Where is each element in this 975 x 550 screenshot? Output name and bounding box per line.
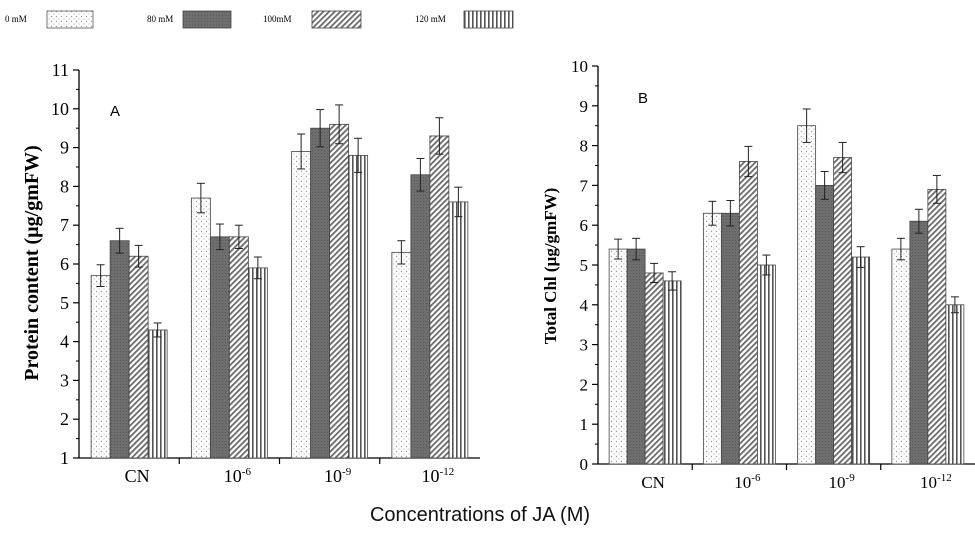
y-axis-label-b: Total Chl (µg/gmFW) xyxy=(541,188,560,345)
legend: 0 mM 80 mM 100mM 120 mM xyxy=(5,10,514,29)
y-tick-label: 3 xyxy=(580,336,589,355)
legend-label-80mm: 80 mM xyxy=(147,14,173,24)
bar xyxy=(391,251,412,459)
y-tick-label: 6 xyxy=(60,254,69,274)
y-tick-label: 6 xyxy=(580,216,589,235)
x-tick-label: 10-12 xyxy=(920,472,952,492)
legend-item-0mm: 0 mM xyxy=(5,10,94,29)
bar xyxy=(702,212,722,465)
bar xyxy=(851,256,871,465)
y-tick-label: 5 xyxy=(60,293,69,313)
x-tick-label: 10-12 xyxy=(422,466,455,486)
legend-swatch-dots xyxy=(46,10,94,29)
legend-label-0mm: 0 mM xyxy=(5,14,27,24)
bar xyxy=(448,201,469,459)
legend-swatch-dark xyxy=(182,10,232,29)
y-tick-label: 11 xyxy=(52,60,69,80)
y-tick-label: 10 xyxy=(571,57,588,76)
bar xyxy=(815,184,835,465)
bar xyxy=(738,161,758,465)
x-tick-label: 10-9 xyxy=(324,466,352,486)
y-tick-label: 9 xyxy=(580,97,589,116)
bar xyxy=(662,280,682,465)
y-tick-label: 7 xyxy=(60,215,69,235)
bar xyxy=(209,236,230,459)
bar xyxy=(945,304,965,465)
y-tick-label: 9 xyxy=(60,138,69,158)
legend-swatch-vert xyxy=(463,10,514,29)
y-tick-label: 4 xyxy=(60,332,69,352)
bar xyxy=(190,197,211,459)
bar xyxy=(626,248,646,465)
legend-swatch-diag xyxy=(311,10,362,29)
bar xyxy=(608,248,628,465)
bar xyxy=(720,212,740,465)
bar xyxy=(410,174,431,459)
bar xyxy=(291,151,312,459)
y-tick-label: 1 xyxy=(580,415,589,434)
legend-item-100mm: 100mM xyxy=(263,10,362,29)
x-tick-label: CN xyxy=(125,466,150,486)
y-tick-label: 4 xyxy=(580,296,589,315)
y-tick-label: 8 xyxy=(580,137,589,156)
y-tick-label: 1 xyxy=(60,448,69,468)
x-tick-label: CN xyxy=(641,473,665,492)
bar xyxy=(310,127,331,459)
bar xyxy=(644,272,664,465)
panel-label-a: A xyxy=(110,103,120,120)
bar xyxy=(909,220,929,465)
y-tick-label: 5 xyxy=(580,256,589,275)
y-tick-label: 10 xyxy=(51,99,69,119)
bar xyxy=(348,154,369,459)
bar xyxy=(891,248,911,465)
bar xyxy=(329,123,350,459)
legend-label-100mm: 100mM xyxy=(263,14,292,24)
y-tick-label: 2 xyxy=(580,375,589,394)
chart-panel-a: A Protein content (µg/gmFW) 1 2 3 4 5 6 7 8 9 10 1… xyxy=(21,60,480,486)
bar xyxy=(833,157,853,465)
chart-panel-b: B Total Chl (µg/gmFW) 0 1 2 3 4 5 6 7 8 9 10 CN 10-6… xyxy=(541,57,975,492)
y-tick-label: 0 xyxy=(580,455,589,474)
bar xyxy=(247,267,268,459)
legend-item-120mm: 120 mM xyxy=(415,10,514,29)
bar xyxy=(228,236,249,459)
bar xyxy=(797,125,817,465)
y-tick-label: 8 xyxy=(60,176,69,196)
bar xyxy=(927,188,947,465)
y-axis-label-a: Protein content (µg/gmFW) xyxy=(21,145,43,381)
x-tick-label: 10-6 xyxy=(734,472,761,492)
y-tick-label: 3 xyxy=(60,370,69,390)
legend-item-80mm: 80 mM xyxy=(147,10,232,29)
bar xyxy=(429,135,450,459)
x-tick-label: 10-9 xyxy=(829,472,856,492)
bar xyxy=(128,255,149,459)
y-tick-label: 2 xyxy=(60,409,69,429)
bar xyxy=(147,329,168,459)
y-tick-label: 7 xyxy=(580,176,589,195)
shared-x-axis-label: Concentrations of JA (M) xyxy=(370,504,590,526)
bar xyxy=(90,275,111,459)
bar xyxy=(756,264,776,465)
x-tick-label: 10-6 xyxy=(224,466,252,486)
panel-label-b: B xyxy=(638,90,648,107)
legend-label-120mm: 120 mM xyxy=(415,14,446,24)
bar xyxy=(109,240,130,459)
